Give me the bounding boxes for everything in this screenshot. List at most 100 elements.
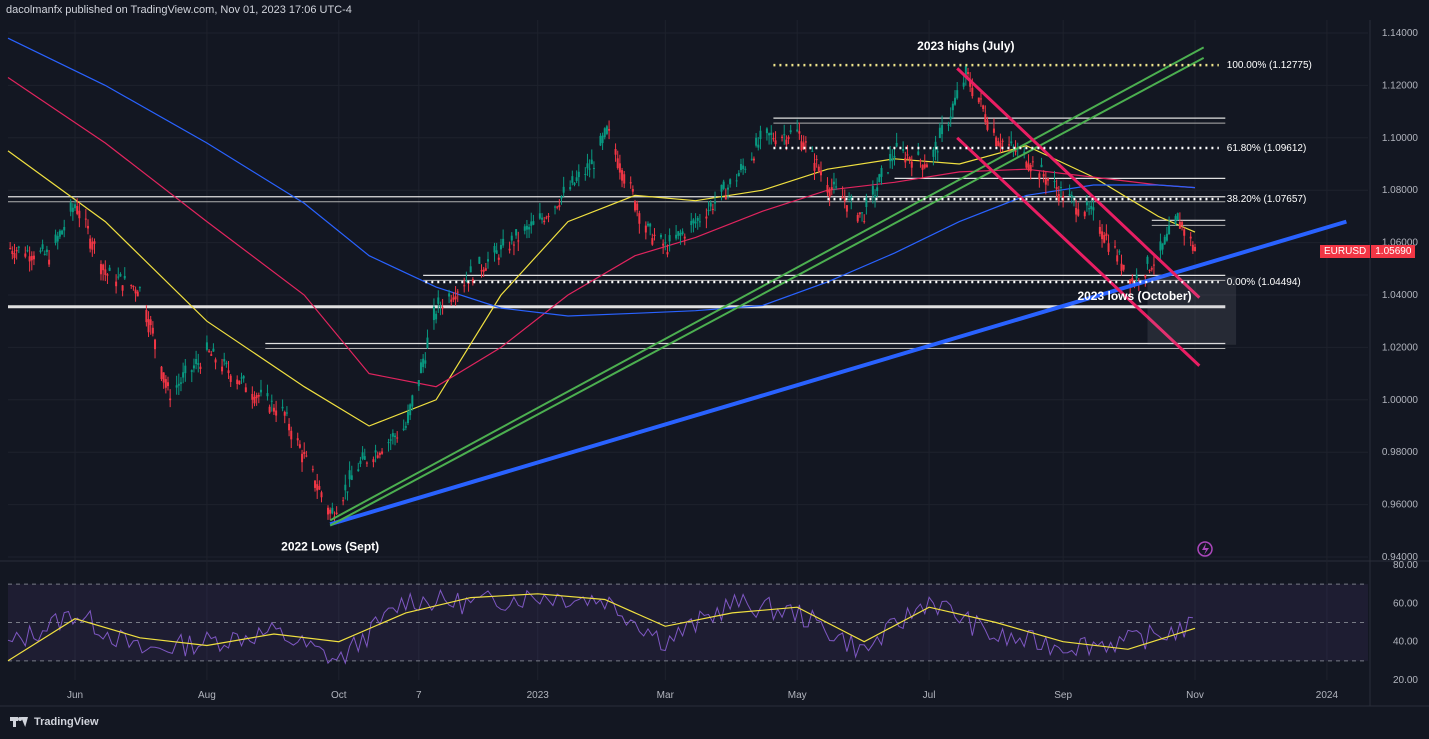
candle-body [130,284,133,286]
candle-body [376,455,379,458]
moving-average-line [7,37,1196,317]
candle-body [724,196,727,200]
candle-body [1055,187,1058,190]
candle-body [815,159,818,161]
candle-body [9,247,12,249]
candle-body [372,459,375,463]
candle-body [426,337,429,349]
candle-body [783,134,786,136]
candle-body [1088,208,1091,210]
rsi-tick-label: 20.00 [1393,675,1418,686]
symbol-price-tag: EURUSD 1.05690 [1320,245,1416,258]
candle-body [891,158,894,162]
candle-body [87,225,89,229]
candle-body [714,201,717,204]
candle-body [39,250,42,252]
candle-body [32,255,35,260]
candle-body [917,151,920,155]
candle-body [484,268,487,271]
candle-body [523,226,526,231]
candle-body [54,234,57,243]
price-tick-label: 1.08000 [1382,185,1419,196]
candle-body [320,492,323,498]
candle-body [707,209,710,212]
candle-body [845,205,848,212]
candle-body [772,138,775,140]
candle-body [335,512,338,514]
candle-body [305,455,308,457]
candle-body [285,412,288,414]
time-tick-label: Oct [331,690,347,701]
candle-body [435,313,438,320]
candle-body [448,293,451,297]
candle-body [179,382,182,384]
candle-body [71,207,74,213]
candle-body [889,153,892,162]
candle-body [439,305,442,307]
price-tick-label: 1.02000 [1382,342,1419,353]
candle-body [992,128,995,133]
last-price: 1.05690 [1371,245,1416,258]
candle-body [679,233,682,236]
price-tick-label: 1.04000 [1382,290,1419,301]
candle-body [1057,194,1060,202]
candle-body [30,255,33,261]
candle-body [1038,173,1041,180]
candle-body [813,162,816,171]
candle-body [108,267,111,271]
candle-body [149,319,152,326]
lightning-icon[interactable] [1197,541,1213,557]
candle-body [454,296,457,300]
candle-body [681,231,684,235]
time-tick-label: 2023 [527,690,550,701]
candle-body [971,87,974,97]
candle-body [242,376,245,379]
candle-body [871,186,874,195]
candle-body [787,136,790,140]
candle-body [465,280,468,282]
brand-name: TradingView [34,716,99,728]
candle-body [244,387,247,393]
candle-body [469,266,472,273]
candle-body [1148,269,1151,272]
candle-body [984,114,987,123]
rsi-tick-label: 40.00 [1393,637,1418,648]
candle-body [102,264,105,271]
candle-body [571,176,574,183]
candle-body [119,273,122,277]
candle-body [99,264,102,275]
annotations: 2023 highs (July) 2022 Lows (Sept) 2023 lo… [281,39,1191,553]
candle-body [1181,222,1184,226]
candle-body [409,404,412,416]
candle-body [288,423,291,431]
fibonacci-level-label: 38.20% (1.07657) [1227,194,1307,205]
grid [0,20,1429,707]
candle-body [136,291,139,297]
candle-body [644,225,647,233]
candle-body [1163,236,1166,245]
footer-brand[interactable]: TradingView [10,716,99,728]
candle-body [298,444,301,448]
chart-annotation: 2023 lows (October) [1077,289,1191,303]
candle-body [941,125,944,135]
candle-body [318,486,321,490]
candle-body [1014,150,1017,152]
price-tick-label: 0.96000 [1382,500,1419,511]
candle-body [964,66,967,76]
candle-body [770,132,773,135]
price-tick-label: 0.98000 [1382,447,1419,458]
candle-body [195,359,198,364]
candle-body [979,98,982,100]
candle-body [541,217,544,220]
rsi-moving-average [7,593,1196,662]
candle-body [1090,205,1093,209]
candle-body [419,362,422,374]
rsi-tick-label: 80.00 [1393,560,1418,571]
candle-body [677,231,680,236]
candle-body [1053,181,1056,183]
candle-body [1168,225,1171,235]
candle-body [1059,187,1062,189]
candle-body [856,214,859,222]
candle-body [104,269,107,275]
